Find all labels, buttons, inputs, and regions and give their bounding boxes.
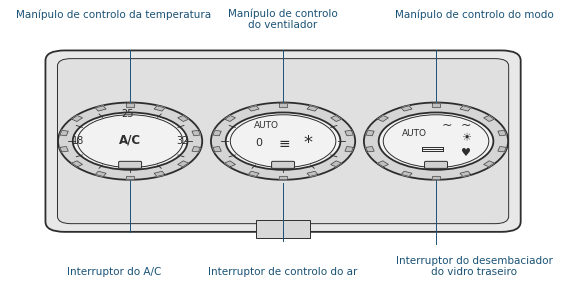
Polygon shape [178, 161, 188, 167]
Text: 18: 18 [72, 136, 84, 146]
FancyBboxPatch shape [425, 161, 448, 168]
Text: Interruptor do A/C: Interruptor do A/C [67, 267, 161, 277]
Polygon shape [72, 116, 82, 121]
Polygon shape [345, 131, 353, 136]
Polygon shape [154, 106, 165, 111]
Text: ☀: ☀ [461, 133, 471, 143]
Polygon shape [213, 131, 221, 136]
Polygon shape [126, 176, 134, 179]
Ellipse shape [230, 115, 336, 168]
Polygon shape [460, 106, 471, 111]
Polygon shape [484, 161, 494, 167]
Text: Interruptor do desembaciador
do vidro traseiro: Interruptor do desembaciador do vidro tr… [396, 255, 553, 277]
Text: $\equiv$: $\equiv$ [276, 136, 290, 150]
Polygon shape [60, 131, 68, 136]
Polygon shape [248, 106, 259, 111]
Text: *: * [303, 133, 312, 152]
Polygon shape [331, 116, 342, 121]
Text: A/C: A/C [119, 133, 141, 146]
Polygon shape [378, 116, 388, 121]
Polygon shape [345, 146, 353, 152]
Text: Interruptor de controlo do ar: Interruptor de controlo do ar [209, 267, 358, 277]
FancyBboxPatch shape [58, 59, 509, 224]
Polygon shape [279, 176, 287, 179]
Text: 25: 25 [121, 109, 134, 119]
Circle shape [364, 103, 508, 180]
Polygon shape [460, 171, 471, 176]
Polygon shape [126, 103, 134, 107]
Ellipse shape [226, 113, 340, 170]
Polygon shape [307, 171, 318, 176]
Text: AUTO: AUTO [254, 121, 279, 130]
FancyBboxPatch shape [119, 161, 142, 168]
Text: Manípulo de controlo do modo: Manípulo de controlo do modo [395, 9, 554, 20]
Text: ♥: ♥ [461, 148, 471, 158]
Polygon shape [192, 131, 200, 136]
Polygon shape [96, 106, 106, 111]
Polygon shape [331, 161, 342, 167]
Polygon shape [72, 161, 82, 167]
Polygon shape [225, 116, 236, 121]
Polygon shape [279, 103, 287, 107]
Text: Manípulo de controlo da temperatura: Manípulo de controlo da temperatura [16, 9, 211, 20]
Polygon shape [192, 146, 200, 152]
Polygon shape [213, 146, 221, 152]
Text: 0: 0 [255, 138, 262, 148]
Polygon shape [498, 146, 506, 152]
Bar [256, 220, 310, 238]
Text: AUTO: AUTO [401, 129, 427, 138]
Text: ~: ~ [461, 118, 471, 131]
Ellipse shape [73, 113, 187, 170]
Polygon shape [366, 146, 374, 152]
Polygon shape [96, 171, 106, 176]
FancyBboxPatch shape [46, 51, 521, 232]
Text: Manípulo de controlo
do ventilador: Manípulo de controlo do ventilador [228, 8, 338, 30]
Polygon shape [431, 103, 441, 107]
FancyBboxPatch shape [272, 161, 294, 168]
Polygon shape [401, 106, 412, 111]
Polygon shape [431, 176, 441, 179]
Polygon shape [498, 131, 506, 136]
Polygon shape [401, 171, 412, 176]
Text: 32: 32 [176, 136, 188, 146]
Polygon shape [248, 171, 259, 176]
Polygon shape [225, 161, 236, 167]
Polygon shape [60, 146, 68, 152]
Polygon shape [307, 106, 318, 111]
Ellipse shape [378, 113, 494, 170]
Circle shape [211, 103, 355, 180]
Polygon shape [366, 131, 374, 136]
Ellipse shape [77, 115, 183, 168]
Polygon shape [154, 171, 165, 176]
Ellipse shape [383, 115, 489, 168]
Circle shape [58, 103, 202, 180]
Polygon shape [378, 161, 388, 167]
Polygon shape [178, 116, 188, 121]
Polygon shape [484, 116, 494, 121]
Text: ~: ~ [442, 118, 452, 131]
